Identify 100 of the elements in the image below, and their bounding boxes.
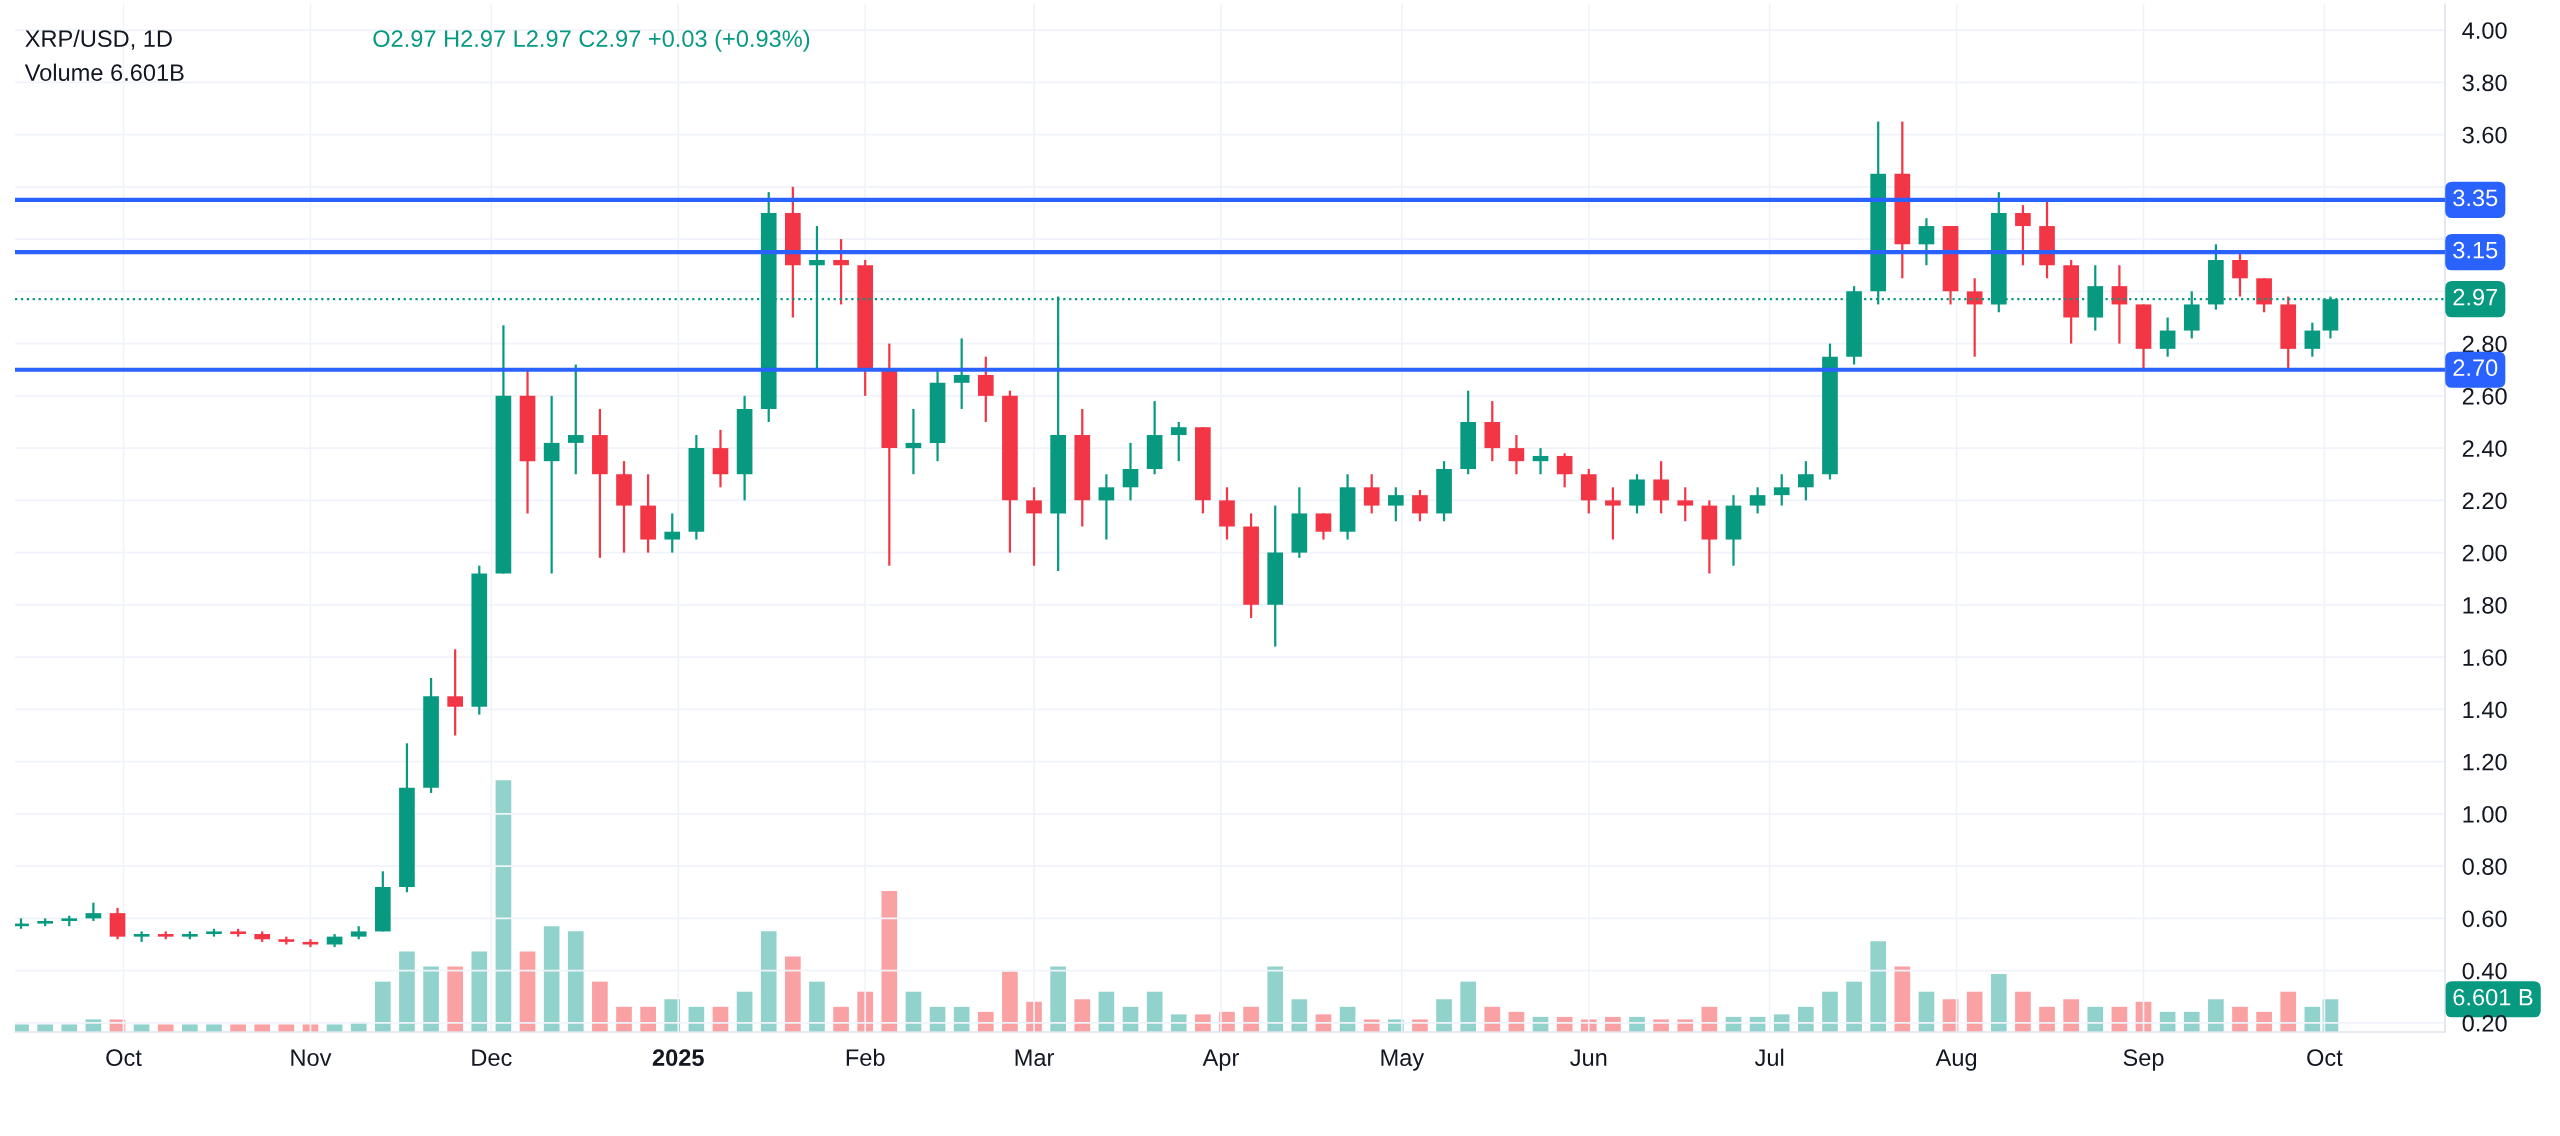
ref-line-label: 3.35 (2453, 189, 2498, 207)
candlestick (2232, 251, 2248, 298)
bar (157, 1024, 174, 1032)
x-tick-label: Sep (2123, 1049, 2164, 1071)
x-tick-label: Jul (1754, 1048, 1784, 1067)
bar (543, 926, 560, 1032)
x-tick-label: Feb (846, 1048, 885, 1067)
bar (61, 1024, 78, 1032)
y-tick-label: 0.40 (2462, 962, 2507, 980)
x-tick-label: Dec (472, 1049, 512, 1067)
bar (809, 981, 825, 1032)
y-tick-label: 1.40 (2463, 701, 2507, 719)
candlestick (1966, 277, 1983, 358)
bar (254, 1024, 271, 1032)
bar (1990, 974, 2007, 1032)
candlestick (2015, 204, 2031, 267)
candlestick (1677, 486, 1694, 523)
y-tick-label: 1.60 (2463, 649, 2507, 666)
y-tick-label: 0.20 (2462, 1014, 2507, 1032)
bar (2015, 991, 2031, 1032)
bar (2208, 999, 2224, 1032)
candlestick (1315, 512, 1332, 541)
bar (1436, 999, 1452, 1032)
y-tick-label: 3.80 (2462, 74, 2507, 92)
bar (592, 981, 608, 1032)
y-tick-label: 2.00 (2462, 544, 2507, 562)
y-tick-label: 1.80 (2463, 596, 2507, 614)
candlestick (1773, 473, 1790, 507)
candlestick (1605, 486, 1621, 541)
x-tick-label: Jun (1570, 1049, 1607, 1067)
bar (2063, 999, 2079, 1032)
bar (1822, 991, 1838, 1032)
bar (567, 931, 584, 1032)
bar (1050, 966, 1066, 1032)
candlestick (543, 394, 560, 575)
candlestick (977, 355, 994, 424)
bar (182, 1024, 198, 1032)
x-tick-label: Oct (106, 1049, 142, 1067)
bar (2280, 991, 2297, 1032)
bar (1267, 966, 1284, 1032)
bar (495, 780, 512, 1032)
x-tick-label: May (1381, 1049, 1425, 1071)
annotation: O2.97 H2.97 L2.97 C2.97 +0.03 (+0.93%) (373, 29, 810, 52)
bar (1002, 971, 1018, 1032)
candlestick (85, 901, 102, 923)
y-tick-label: 3.60 (2462, 126, 2507, 144)
candlestick (2304, 321, 2321, 358)
candlestick (664, 512, 681, 554)
bar (1894, 966, 1911, 1032)
ref-line-label: 3.15 (2453, 241, 2498, 259)
bar (881, 890, 898, 1032)
candlestick (1170, 420, 1187, 463)
bar (471, 951, 488, 1032)
bar (1966, 991, 1983, 1032)
text: XRP/USD, 1D (25, 29, 172, 50)
ref-line-label: 2.97 (2453, 288, 2498, 306)
candlestick (905, 407, 922, 476)
bar (399, 951, 415, 1032)
x-tick-label: Apr (1202, 1049, 1239, 1071)
text: 6.601 B (2453, 988, 2533, 1006)
candlestick (1122, 441, 1139, 502)
y-tick-label: 2.40 (2462, 440, 2507, 457)
y-tick-label: 2.60 (2462, 387, 2507, 405)
candlestick (1653, 460, 1669, 515)
bar (1870, 941, 1887, 1032)
bar (1460, 981, 1477, 1032)
annotation: Volume 6.601B (24, 63, 184, 81)
y-tick-label: 0.60 (2462, 910, 2507, 928)
y-tick-label: 2.80 (2462, 335, 2507, 353)
candlestick (1508, 433, 1525, 476)
bar (519, 951, 536, 1032)
x-tick-label: Mar (1015, 1049, 1054, 1067)
candlestick (567, 363, 584, 476)
bar (760, 931, 777, 1032)
candlestick (953, 337, 970, 411)
ref-line-label: 2.70 (2453, 359, 2498, 377)
candlestick (1387, 486, 1404, 523)
candlestick (447, 648, 464, 737)
candlestick (2159, 316, 2176, 358)
y-tick-label: 4.00 (2462, 22, 2507, 39)
candlestick (1749, 486, 1766, 515)
bar (423, 966, 439, 1032)
candlestick (109, 906, 126, 941)
candlestick (1412, 488, 1428, 523)
candlestick (1098, 473, 1115, 541)
candlestick (1363, 473, 1380, 515)
bar (374, 981, 391, 1032)
candlestick (1532, 447, 1549, 476)
bar (447, 966, 464, 1032)
bar (1074, 999, 1091, 1032)
y-tick-label: 0.80 (2462, 858, 2507, 875)
candlestick (1798, 460, 1814, 502)
bar (230, 1024, 246, 1032)
x-tick-label: Aug (1935, 1049, 1977, 1071)
x-tick-label: Nov (291, 1049, 332, 1067)
y-tick-label: 2.20 (2462, 492, 2507, 510)
candlestick (1556, 452, 1573, 489)
bar (785, 956, 801, 1032)
x-tick-label: Oct (2307, 1049, 2343, 1067)
candlestick (833, 238, 849, 306)
